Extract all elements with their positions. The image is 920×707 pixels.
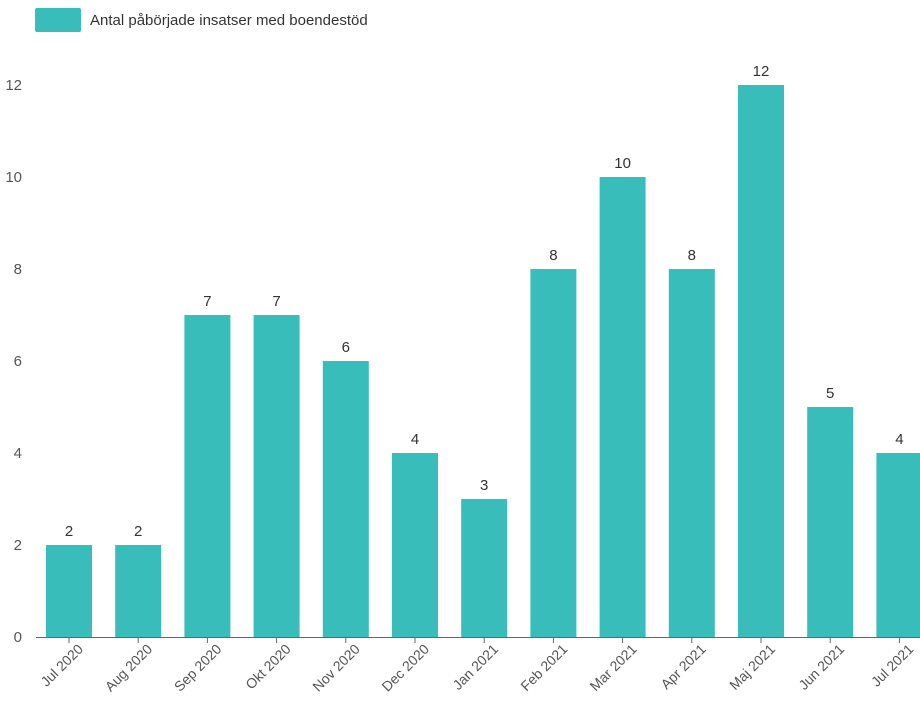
y-tick-label: 8 — [14, 261, 22, 278]
bar — [184, 315, 231, 637]
bar — [115, 545, 162, 637]
x-tick-label: Mar 2021 — [587, 641, 640, 694]
legend-swatch — [35, 8, 81, 32]
data-label: 10 — [614, 155, 631, 172]
y-tick-label: 12 — [5, 77, 22, 94]
bar — [461, 499, 508, 637]
x-tick-label: Dec 2020 — [378, 641, 432, 695]
legend: Antal påbörjade insatser med boendestöd — [35, 8, 368, 32]
x-tick-label: Jul 2021 — [868, 641, 917, 690]
x-tick-label: Nov 2020 — [309, 641, 363, 695]
x-tick-label: Aug 2020 — [102, 641, 156, 695]
bar — [876, 453, 920, 637]
bar — [530, 269, 577, 637]
data-label: 7 — [203, 293, 211, 310]
bar — [392, 453, 438, 637]
data-label: 5 — [826, 385, 834, 402]
data-label: 3 — [480, 477, 488, 494]
data-label: 2 — [65, 523, 73, 540]
x-tick-label: Sep 2020 — [171, 641, 225, 695]
x-tick-label: Jul 2020 — [37, 641, 86, 690]
bar — [668, 269, 715, 637]
data-label: 6 — [342, 339, 350, 356]
y-tick-label: 10 — [5, 169, 22, 186]
bar — [253, 315, 300, 637]
x-tick-label: Maj 2021 — [726, 641, 778, 693]
bar — [322, 361, 369, 637]
x-tick-label: Apr 2021 — [657, 641, 709, 693]
y-tick-label: 0 — [14, 629, 22, 646]
bar — [599, 177, 646, 637]
data-label: 4 — [411, 431, 419, 448]
x-tick-label: Feb 2021 — [517, 641, 570, 694]
x-tick-label: Okt 2020 — [242, 641, 294, 693]
legend-label: Antal påbörjade insatser med boendestöd — [90, 11, 368, 29]
data-label: 4 — [895, 431, 903, 448]
bar — [738, 85, 784, 637]
x-tick-label: Jan 2021 — [449, 641, 501, 693]
data-label: 2 — [134, 523, 142, 540]
y-tick-label: 6 — [14, 353, 22, 370]
x-tick-label: Jun 2021 — [795, 641, 847, 693]
data-label: 7 — [272, 293, 280, 310]
data-label: 12 — [753, 63, 770, 80]
data-label: 8 — [549, 247, 557, 264]
data-label: 8 — [688, 247, 696, 264]
y-tick-label: 2 — [14, 537, 22, 554]
y-tick-label: 4 — [14, 445, 22, 462]
bar — [46, 545, 92, 637]
bar — [807, 407, 854, 637]
